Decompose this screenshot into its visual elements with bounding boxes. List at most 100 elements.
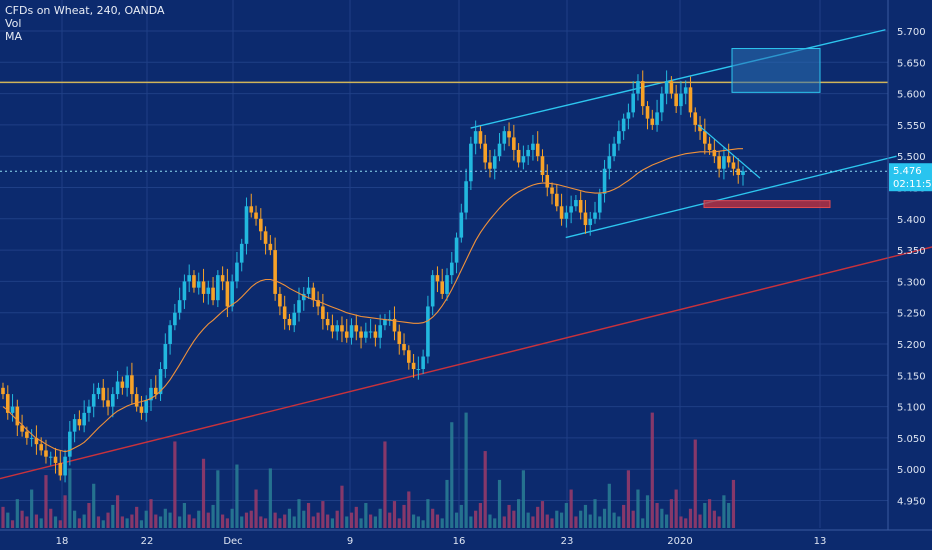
ma-legend: MA xyxy=(5,30,23,43)
candle-body xyxy=(168,325,172,344)
volume-bar xyxy=(115,495,120,528)
candle-body xyxy=(397,331,402,344)
candle-body xyxy=(497,143,502,157)
x-tick-label: 13 xyxy=(814,536,827,547)
candle-body xyxy=(507,131,511,138)
candle-body xyxy=(292,312,297,326)
candle-body xyxy=(249,206,254,213)
volume-bar xyxy=(669,499,673,528)
volume-bar xyxy=(354,506,358,528)
volume-bar xyxy=(536,506,540,528)
volume-bar xyxy=(397,518,401,528)
candle-body xyxy=(15,406,20,426)
candle-body xyxy=(201,281,206,294)
candle-body xyxy=(192,275,196,288)
candle-body xyxy=(593,212,597,219)
candle-body xyxy=(25,431,29,438)
volume-bar xyxy=(125,518,129,528)
volume-bar xyxy=(53,516,58,528)
candle-body xyxy=(430,275,435,307)
candle-body xyxy=(349,325,354,338)
volume-bar xyxy=(411,514,416,528)
candle-body xyxy=(707,143,712,150)
candle-body xyxy=(282,306,287,319)
volume-bar xyxy=(101,520,105,528)
candle-body xyxy=(330,325,335,332)
volume-bar xyxy=(58,520,62,528)
volume-bar xyxy=(493,518,497,528)
volume-bar xyxy=(588,514,592,528)
candle-body xyxy=(392,318,397,332)
volume-bar xyxy=(225,518,229,528)
candle-body xyxy=(602,168,607,194)
candle-body xyxy=(669,81,674,94)
candle-body xyxy=(125,375,129,388)
candle-body xyxy=(535,143,540,157)
candle-body xyxy=(316,300,320,307)
volume-bar xyxy=(15,499,19,528)
candle-body xyxy=(335,325,339,332)
candle-body xyxy=(569,206,573,213)
candle-body xyxy=(273,250,277,294)
candle-body xyxy=(101,387,106,401)
volume-bar xyxy=(345,516,349,528)
volume-bar xyxy=(521,470,525,528)
candle-body xyxy=(526,149,530,157)
volume-bar xyxy=(665,514,669,528)
moving-average-line xyxy=(2,148,743,453)
volume-bar xyxy=(607,483,611,528)
y-tick-label: 5.200 xyxy=(897,340,926,351)
candle-body xyxy=(139,406,144,413)
candle-body xyxy=(364,331,368,338)
candle-body xyxy=(631,93,635,113)
candle-body xyxy=(683,87,688,94)
volume-bar xyxy=(1,506,5,528)
candle-body xyxy=(263,231,268,244)
candle-body xyxy=(612,143,616,157)
candle-body xyxy=(163,344,168,370)
volume-bar xyxy=(149,499,153,528)
volume-bar xyxy=(68,468,72,528)
candle-body xyxy=(196,281,201,288)
volume-bar xyxy=(550,518,554,528)
candle-body xyxy=(387,318,392,320)
volume-bar xyxy=(297,499,301,528)
chart-title: CFDs on Wheat, 240, OANDA xyxy=(5,4,165,17)
volume-bar xyxy=(407,491,411,528)
volume-bar xyxy=(569,489,573,528)
candle-body xyxy=(645,106,650,119)
candle-body xyxy=(483,143,487,163)
candle-body xyxy=(473,131,478,144)
candle-body xyxy=(617,131,621,144)
candle-body xyxy=(378,325,382,338)
candle-body xyxy=(373,331,378,338)
volume-bar xyxy=(622,504,626,528)
price-badge-value: 5.476 xyxy=(893,166,922,177)
candle-body xyxy=(454,237,459,263)
volume-bar xyxy=(388,512,392,528)
volume-bar xyxy=(235,464,239,528)
candle-body xyxy=(187,275,191,282)
candle-body xyxy=(10,406,15,413)
y-tick-label: 5.700 xyxy=(897,27,926,38)
candle-body xyxy=(120,381,125,388)
volume-bar xyxy=(268,468,272,528)
candle-body xyxy=(693,112,698,125)
volume-bar xyxy=(559,512,564,528)
candle-body xyxy=(235,262,239,282)
volume-bar xyxy=(540,501,545,528)
candle-body xyxy=(82,412,86,426)
volume-bar xyxy=(454,512,459,528)
volume-bar xyxy=(349,512,354,528)
candle-body xyxy=(574,200,578,207)
volume-bar xyxy=(674,489,678,528)
candle-body xyxy=(344,331,349,338)
candle-body xyxy=(540,156,545,175)
candle-body xyxy=(306,287,311,294)
volume-bar xyxy=(34,514,39,528)
volume-bar xyxy=(82,514,86,528)
volume-bar xyxy=(259,516,263,528)
target-box xyxy=(731,48,821,93)
candle-body xyxy=(478,131,483,144)
candle-body xyxy=(268,243,273,251)
